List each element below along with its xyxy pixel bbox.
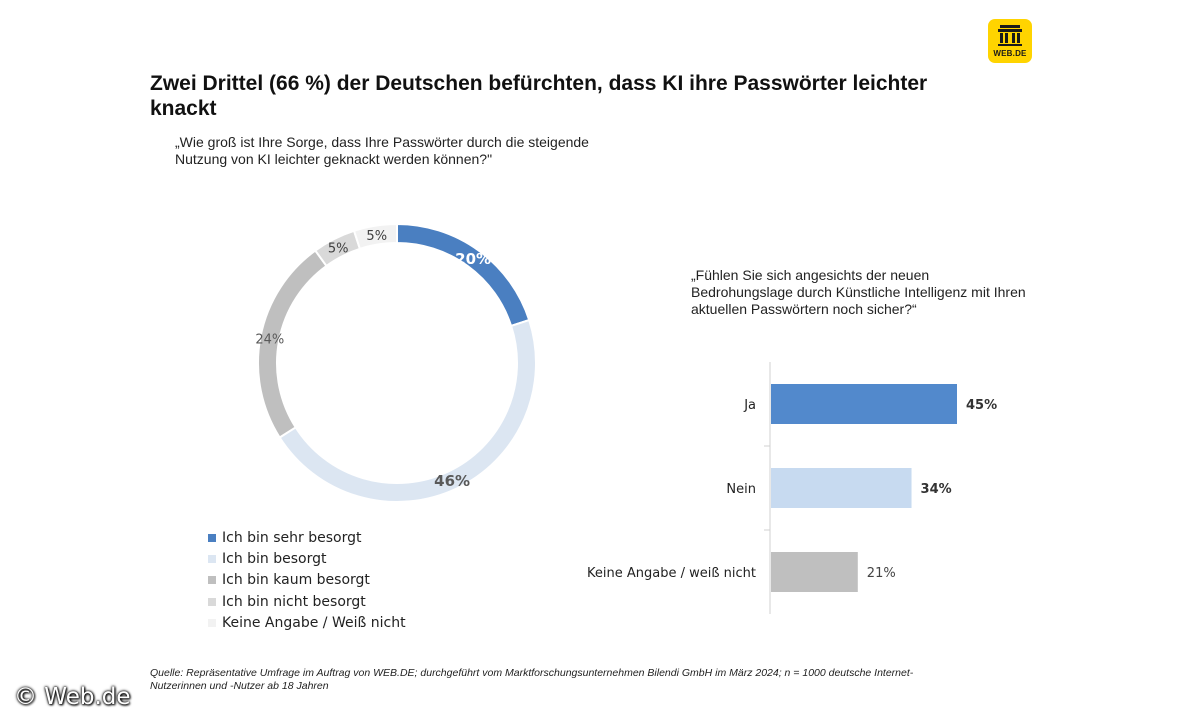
logo-text: WEB.DE bbox=[993, 49, 1027, 58]
donut-slice bbox=[396, 222, 531, 328]
legend-item: Ich bin nicht besorgt bbox=[208, 591, 406, 612]
donut-slice-label: 46% bbox=[434, 472, 470, 490]
legend-item: Ich bin besorgt bbox=[208, 548, 406, 569]
donut-slice-label: 24% bbox=[255, 333, 284, 348]
legend-item: Keine Angabe / Weiß nicht bbox=[208, 612, 406, 633]
donut-legend: Ich bin sehr besorgt Ich bin besorgt Ich b… bbox=[208, 527, 406, 633]
legend-swatch bbox=[208, 597, 216, 606]
legend-swatch bbox=[208, 576, 216, 585]
legend-swatch bbox=[208, 533, 216, 542]
legend-label: Ich bin kaum besorgt bbox=[222, 572, 370, 589]
donut-slice bbox=[278, 318, 537, 503]
bar-chart: Ja 45% Nein 34% Keine Angabe / weiß nicht 21% bbox=[587, 362, 997, 614]
bar bbox=[771, 384, 957, 424]
bar-value-label: 21% bbox=[867, 566, 896, 581]
bar bbox=[771, 468, 912, 508]
copyright-watermark: © Web.de bbox=[14, 684, 131, 710]
legend-item: Ich bin sehr besorgt bbox=[208, 527, 406, 548]
legend-swatch bbox=[208, 554, 216, 563]
legend-label: Ich bin besorgt bbox=[222, 550, 327, 567]
page-title: Zwei Drittel (66 %) der Deutschen befürc… bbox=[150, 72, 928, 120]
brandenburg-gate-icon bbox=[998, 25, 1022, 46]
donut-chart: 20% 46% 24% 5% 5% bbox=[255, 222, 537, 503]
legend-label: Keine Angabe / Weiß nicht bbox=[222, 614, 406, 631]
donut-question: „Wie groß ist Ihre Sorge, dass Ihre Pass… bbox=[175, 134, 589, 167]
bar-question: „Fühlen Sie sich angesichts der neuen Be… bbox=[691, 267, 1026, 317]
bar-category-label: Nein bbox=[726, 482, 756, 497]
bar-value-label: 34% bbox=[921, 482, 952, 497]
bar-value-label: 45% bbox=[966, 398, 997, 413]
donut-slice-label: 5% bbox=[328, 242, 349, 257]
bar-category-label: Keine Angabe / weiß nicht bbox=[587, 566, 756, 581]
donut-slice-label: 20% bbox=[455, 250, 491, 268]
source-note: Quelle: Repräsentative Umfrage im Auftra… bbox=[150, 667, 914, 692]
legend-item: Ich bin kaum besorgt bbox=[208, 570, 406, 591]
legend-label: Ich bin sehr besorgt bbox=[222, 529, 362, 546]
donut-slice bbox=[352, 222, 398, 251]
legend-label: Ich bin nicht besorgt bbox=[222, 593, 366, 610]
webde-logo: WEB.DE bbox=[988, 19, 1032, 63]
bar bbox=[771, 552, 858, 592]
legend-swatch bbox=[208, 618, 216, 627]
bar-category-label: Ja bbox=[743, 398, 756, 413]
donut-slice-label: 5% bbox=[366, 229, 387, 244]
